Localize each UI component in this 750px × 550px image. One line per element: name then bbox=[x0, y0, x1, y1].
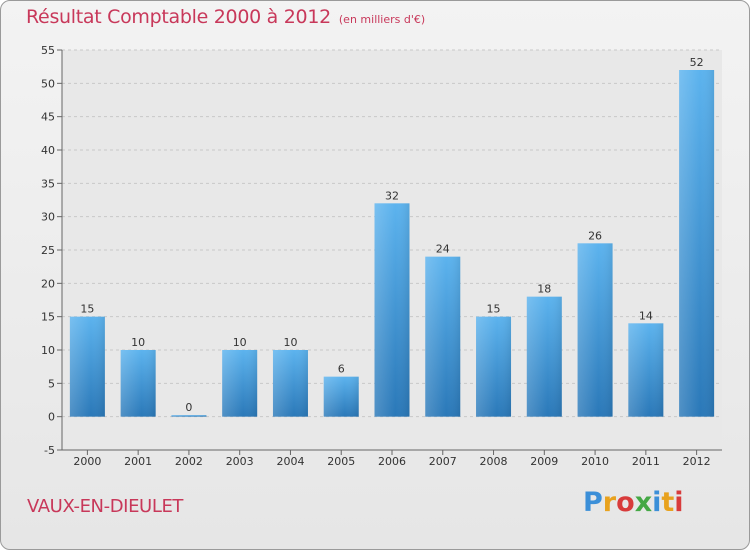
y-tick-label: 15 bbox=[41, 311, 55, 324]
y-tick-label: 50 bbox=[41, 77, 55, 90]
value-label: 18 bbox=[537, 283, 551, 296]
bar-shade-2005 bbox=[323, 376, 359, 417]
logo-letter: x bbox=[634, 487, 653, 518]
value-label: 32 bbox=[385, 189, 399, 202]
value-label: 10 bbox=[131, 336, 145, 349]
proxiti-logo: Proxiti bbox=[583, 487, 684, 518]
value-label: 10 bbox=[283, 336, 297, 349]
value-label: 52 bbox=[690, 56, 704, 69]
y-tick-label: 25 bbox=[41, 244, 55, 257]
value-label: 15 bbox=[80, 303, 94, 316]
y-tick-label: 35 bbox=[41, 177, 55, 190]
logo-letter: r bbox=[602, 487, 617, 518]
place-name: VAUX-EN-DIEULET bbox=[27, 496, 184, 517]
x-tick-label: 2001 bbox=[124, 455, 152, 468]
value-label: 15 bbox=[487, 303, 501, 316]
chart-title-block: Résultat Comptable 2000 à 2012 (en millie… bbox=[26, 6, 425, 28]
bars bbox=[69, 70, 715, 417]
logo-letter: i bbox=[674, 487, 684, 518]
bar-shade-2000 bbox=[69, 316, 105, 417]
labels: -5 0 5 10 15 20 25 30 35 40 45 50 55 2000 15 2001 10 2002… bbox=[41, 44, 711, 468]
x-tick-label: 2003 bbox=[226, 455, 254, 468]
x-tick-label: 2009 bbox=[530, 455, 558, 468]
chart-subtitle: (en milliers d'€) bbox=[338, 13, 426, 26]
x-tick-label: 2008 bbox=[480, 455, 508, 468]
logo-letter: i bbox=[652, 487, 662, 518]
bar-shade-2009 bbox=[526, 296, 562, 417]
value-label: 6 bbox=[338, 363, 345, 376]
bar-shade-2008 bbox=[476, 316, 512, 417]
y-tick-label: 55 bbox=[41, 44, 55, 57]
bar-shade-2006 bbox=[374, 203, 410, 417]
bar-shade-2004 bbox=[272, 350, 308, 417]
logo-letter: o bbox=[616, 487, 635, 518]
bar-shade-2012 bbox=[679, 70, 715, 417]
y-tick-label: -5 bbox=[44, 444, 55, 457]
x-tick-label: 2011 bbox=[632, 455, 660, 468]
value-label: 0 bbox=[185, 401, 192, 414]
x-tick-label: 2007 bbox=[429, 455, 457, 468]
x-tick-label: 2004 bbox=[276, 455, 304, 468]
axes bbox=[57, 49, 722, 455]
x-tick-label: 2000 bbox=[73, 455, 101, 468]
value-label: 14 bbox=[639, 309, 653, 322]
x-tick-label: 2005 bbox=[327, 455, 355, 468]
x-tick-label: 2006 bbox=[378, 455, 406, 468]
value-label: 24 bbox=[436, 243, 450, 256]
bar-shade-2002 bbox=[171, 415, 207, 417]
y-tick-label: 40 bbox=[41, 144, 55, 157]
x-tick-label: 2010 bbox=[581, 455, 609, 468]
chart-title: Résultat Comptable 2000 à 2012 bbox=[26, 6, 331, 28]
y-tick-label: 30 bbox=[41, 211, 55, 224]
y-tick-label: 10 bbox=[41, 344, 55, 357]
bar-shade-2003 bbox=[222, 350, 258, 417]
bar-shade-2007 bbox=[425, 256, 461, 417]
y-tick-label: 5 bbox=[48, 377, 55, 390]
x-tick-label: 2012 bbox=[683, 455, 711, 468]
logo-letter: P bbox=[583, 487, 603, 518]
bar-shade-2001 bbox=[120, 350, 156, 417]
value-label: 10 bbox=[233, 336, 247, 349]
y-tick-label: 45 bbox=[41, 111, 55, 124]
y-tick-label: 20 bbox=[41, 277, 55, 290]
x-tick-label: 2002 bbox=[175, 455, 203, 468]
y-tick-label: 0 bbox=[48, 411, 55, 424]
bar-shade-2011 bbox=[628, 323, 664, 417]
logo-letter: t bbox=[661, 487, 675, 518]
value-label: 26 bbox=[588, 229, 602, 242]
bar-shade-2010 bbox=[577, 243, 613, 417]
